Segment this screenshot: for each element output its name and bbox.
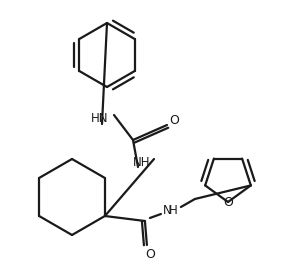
Text: O: O: [145, 248, 155, 261]
Text: H: H: [168, 205, 177, 218]
Text: O: O: [169, 113, 179, 126]
Text: O: O: [223, 196, 233, 209]
Text: NH: NH: [133, 156, 151, 168]
Text: HN: HN: [91, 112, 109, 125]
Text: N: N: [162, 205, 171, 218]
